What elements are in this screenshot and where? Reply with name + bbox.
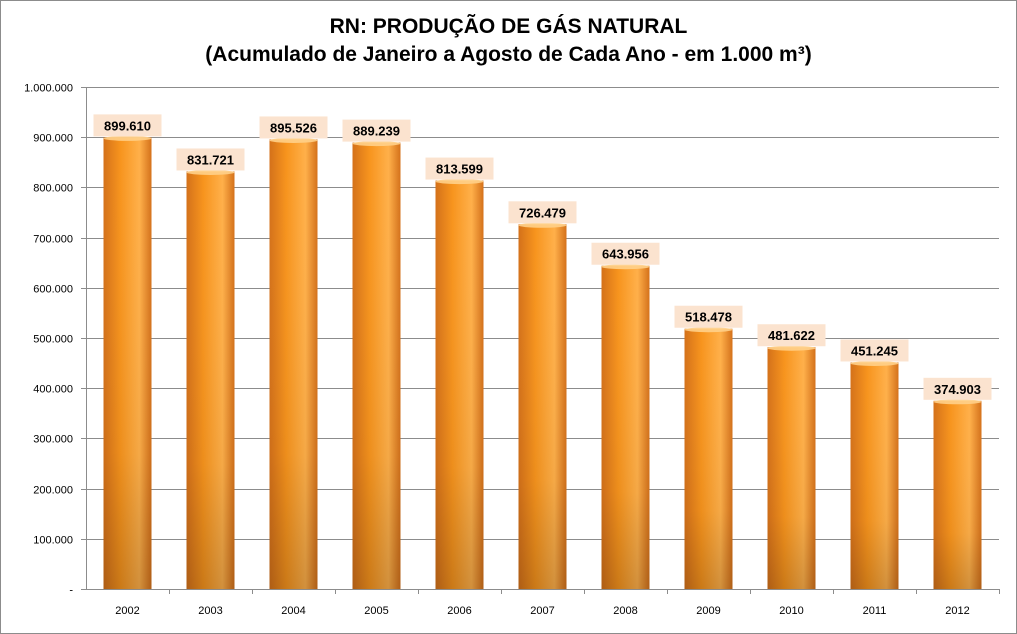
x-tick-label: 2009 (696, 605, 720, 617)
bar-shade (352, 142, 401, 589)
data-label: 451.245 (851, 343, 898, 358)
x-tick-label: 2007 (530, 605, 554, 617)
y-tick-label: - (69, 585, 73, 597)
data-label-box (259, 116, 328, 139)
bar-shade (933, 400, 982, 589)
bar-top-cap (933, 399, 982, 405)
data-label: 895.526 (270, 120, 317, 135)
bar-shade (269, 139, 318, 589)
bar-top-cap (684, 327, 733, 333)
bar-top-cap (352, 141, 401, 147)
y-tick-label: 500.000 (33, 334, 73, 346)
x-tick-label: 2004 (281, 605, 305, 617)
data-label: 889.239 (353, 124, 400, 139)
data-labels: 899.610 831.721 895.526 889.239 813.599 726.4… (93, 114, 992, 400)
bar-top-cap (518, 222, 567, 228)
x-tick-label: 2005 (364, 605, 388, 617)
data-label-box (425, 157, 494, 180)
data-label: 374.903 (934, 382, 981, 397)
data-label: 899.610 (104, 118, 151, 133)
y-tick-label: 100.000 (33, 535, 73, 547)
y-tick-label: 800.000 (33, 183, 73, 195)
x-tick-label: 2002 (115, 605, 139, 617)
bar-top-cap (850, 360, 899, 366)
data-label: 813.599 (436, 162, 483, 177)
data-label: 481.622 (768, 328, 815, 343)
y-tick-label: 200.000 (33, 485, 73, 497)
data-label: 518.478 (685, 310, 732, 325)
x-tick-label: 2003 (198, 605, 222, 617)
x-tick-label: 2012 (945, 605, 969, 617)
y-tick-label: 900.000 (33, 133, 73, 145)
bar-top-cap (186, 169, 235, 175)
y-tick-label: 600.000 (33, 284, 73, 296)
bar-shade (186, 171, 235, 589)
data-label-box (840, 339, 909, 362)
data-label-box (342, 119, 411, 142)
data-label-box (923, 377, 992, 400)
bar-shade (767, 347, 816, 589)
bars (103, 135, 982, 589)
bar-shade (684, 328, 733, 589)
y-tick-label: 1.000.000 (24, 83, 73, 95)
bar-top-cap (435, 179, 484, 185)
y-tick-label: 700.000 (33, 234, 73, 246)
bar-top-cap (103, 135, 152, 141)
axes: - 100.000 200.000 300.000 400.000 500.000 600.… (24, 83, 1000, 617)
data-label-box (757, 324, 826, 347)
data-label-box (674, 305, 743, 328)
bar-shade (435, 180, 484, 589)
chart-title-line2: (Acumulado de Janeiro a Agosto de Cada A… (205, 43, 812, 66)
bar-top-cap (269, 137, 318, 143)
data-label-box (591, 242, 660, 265)
x-tick-label: 2011 (863, 605, 887, 617)
bar-top-cap (767, 345, 816, 351)
data-label-box (508, 201, 577, 224)
bar-shade (103, 137, 152, 589)
y-tick-label: 300.000 (33, 434, 73, 446)
x-tick-label: 2008 (613, 605, 637, 617)
bar-shade (850, 362, 899, 589)
chart-title-line1: RN: PRODUÇÃO DE GÁS NATURAL (329, 15, 688, 38)
y-tick-label: 400.000 (33, 384, 73, 396)
chart-title: RN: PRODUÇÃO DE GÁS NATURAL (Acumulado d… (1, 13, 1016, 69)
data-label: 831.721 (187, 152, 234, 167)
x-tick-label: 2006 (447, 605, 471, 617)
x-tick-label: 2010 (779, 605, 803, 617)
data-label-box (93, 114, 162, 137)
bar-top-cap (601, 264, 650, 270)
data-label: 726.479 (519, 205, 566, 220)
data-label: 643.956 (602, 247, 649, 262)
data-label-box (176, 148, 245, 171)
bar-shade (518, 224, 567, 589)
bar-shade (601, 265, 650, 589)
